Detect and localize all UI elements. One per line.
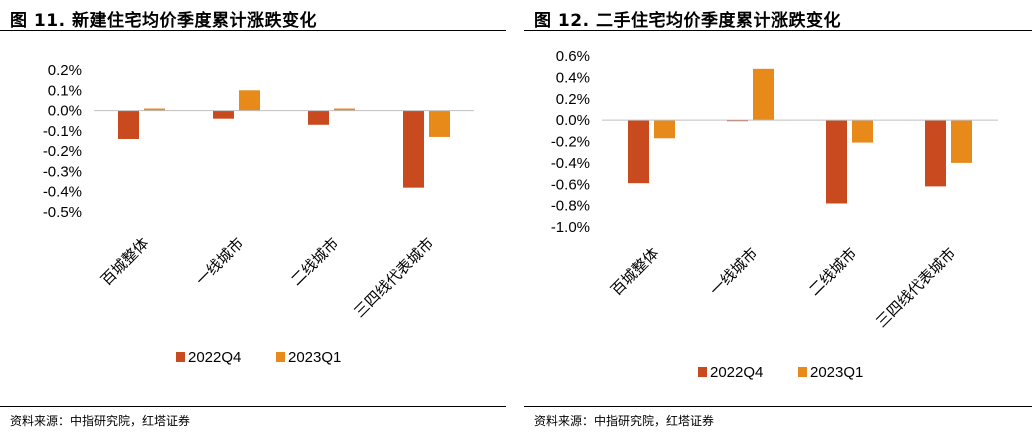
y-tick-label: -0.4% (43, 184, 82, 201)
legend-swatch (276, 352, 285, 362)
chart-second-hand-housing: 0.6% 0.4% 0.2% 0.0% -0.2% -0.4% -0.6% -0.8% -1.0… (551, 48, 998, 381)
category-label: 百城整体 (97, 234, 152, 289)
legend-swatch (798, 367, 807, 377)
source-note: 资料来源：中指研究院，红塔证券 (534, 414, 715, 428)
category-label: 百城整体 (607, 244, 662, 299)
y-tick-label: 0.0% (48, 103, 82, 120)
category-label: 一线城市 (706, 244, 761, 299)
figure-title: 图 11. 新建住宅均价季度累计涨跌变化 (10, 11, 317, 31)
bar-2022Q4-三四线代表城市 (403, 110, 424, 188)
figure-12-panel: 图 12. 二手住宅均价季度累计涨跌变化 0.6% 0.4% 0.2% 0.0% -0.… (524, 0, 1032, 436)
bar-2022Q4-百城整体 (118, 110, 139, 139)
footer-rule (524, 406, 1032, 407)
y-tick-label: 0.2% (556, 91, 590, 108)
title-rule (0, 30, 506, 31)
bar-2023Q1-二线城市 (852, 120, 873, 143)
category-label: 三四线代表城市 (350, 234, 437, 321)
legend-label: 2022Q4 (710, 364, 763, 381)
bar-2022Q4-二线城市 (308, 110, 329, 125)
title-rule (524, 30, 1032, 31)
y-tick-label: 0.2% (48, 62, 82, 79)
bar-2022Q4-百城整体 (628, 120, 649, 184)
bar-2023Q1-一线城市 (753, 68, 774, 121)
footer-rule (0, 406, 506, 407)
chart-new-housing: 0.2% 0.1% 0.0% -0.1% -0.2% -0.3% -0.4% -0.5% 百城整… (43, 62, 474, 366)
figure-title: 图 12. 二手住宅均价季度累计涨跌变化 (534, 11, 841, 31)
bar-2023Q1-百城整体 (144, 108, 165, 111)
category-label: 三四线代表城市 (872, 244, 959, 331)
category-label: 二线城市 (287, 234, 342, 289)
bar-2023Q1-一线城市 (239, 90, 260, 111)
legend-label: 2022Q4 (188, 349, 241, 366)
y-tick-label: -0.3% (43, 163, 82, 180)
y-tick-label: 0.0% (556, 112, 590, 129)
bar-2022Q4-一线城市 (213, 110, 234, 119)
bar-2022Q4-二线城市 (826, 120, 847, 204)
bar-2023Q1-二线城市 (334, 108, 355, 111)
y-tick-label: -0.5% (43, 204, 82, 221)
bar-2023Q1-百城整体 (654, 120, 675, 139)
y-tick-label: 0.1% (48, 82, 82, 99)
y-tick-label: 0.4% (556, 69, 590, 86)
y-tick-label: -0.2% (551, 134, 590, 151)
category-label: 二线城市 (805, 244, 860, 299)
y-tick-label: 0.6% (556, 48, 590, 65)
bar-2023Q1-三四线代表城市 (951, 120, 972, 163)
figure-11-panel: 图 11. 新建住宅均价季度累计涨跌变化 0.2% 0.1% 0.0% -0.1% -0… (0, 0, 506, 436)
y-tick-label: -0.6% (551, 176, 590, 193)
source-note: 资料来源：中指研究院，红塔证券 (10, 414, 191, 428)
legend-label: 2023Q1 (810, 364, 863, 381)
y-tick-label: -0.8% (551, 198, 590, 215)
category-label: 一线城市 (192, 234, 247, 289)
y-tick-label: -0.2% (43, 143, 82, 160)
y-tick-label: -1.0% (551, 219, 590, 236)
legend-swatch (698, 367, 707, 377)
bar-2022Q4-一线城市 (727, 120, 748, 122)
legend-swatch (176, 352, 185, 362)
y-tick-label: -0.1% (43, 123, 82, 140)
legend-label: 2023Q1 (288, 349, 341, 366)
bar-2023Q1-三四线代表城市 (429, 110, 450, 137)
y-tick-label: -0.4% (551, 155, 590, 172)
bar-2022Q4-三四线代表城市 (925, 120, 946, 187)
